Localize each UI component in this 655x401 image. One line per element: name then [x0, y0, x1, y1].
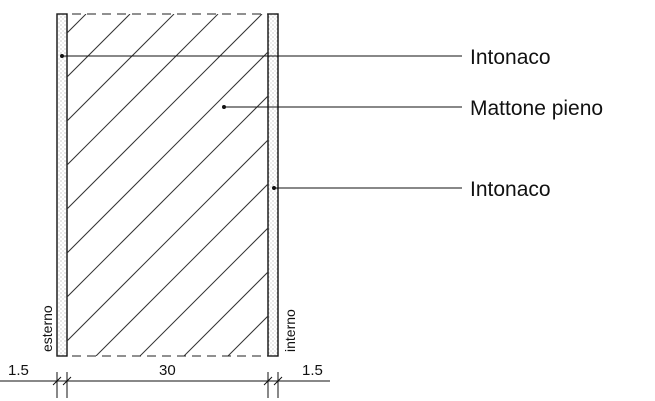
leader-plaster-top [60, 54, 462, 58]
dimension-line [0, 372, 330, 398]
left-plaster-layer [56, 13, 68, 357]
label-plaster-top: Intonaco [470, 46, 551, 69]
right-plaster-layer [267, 13, 279, 357]
brick-hatch [67, 14, 268, 356]
leader-brick [222, 105, 462, 109]
label-inside: interno [282, 309, 298, 352]
label-brick: Mattone pieno [470, 97, 603, 120]
leader-plaster-bottom [272, 186, 462, 190]
dimension-left-plaster: 1.5 [8, 362, 29, 379]
dimension-brick: 30 [159, 362, 176, 379]
dimension-right-plaster: 1.5 [302, 362, 323, 379]
label-outside: esterno [39, 305, 55, 352]
label-plaster-bottom: Intonaco [470, 178, 551, 201]
